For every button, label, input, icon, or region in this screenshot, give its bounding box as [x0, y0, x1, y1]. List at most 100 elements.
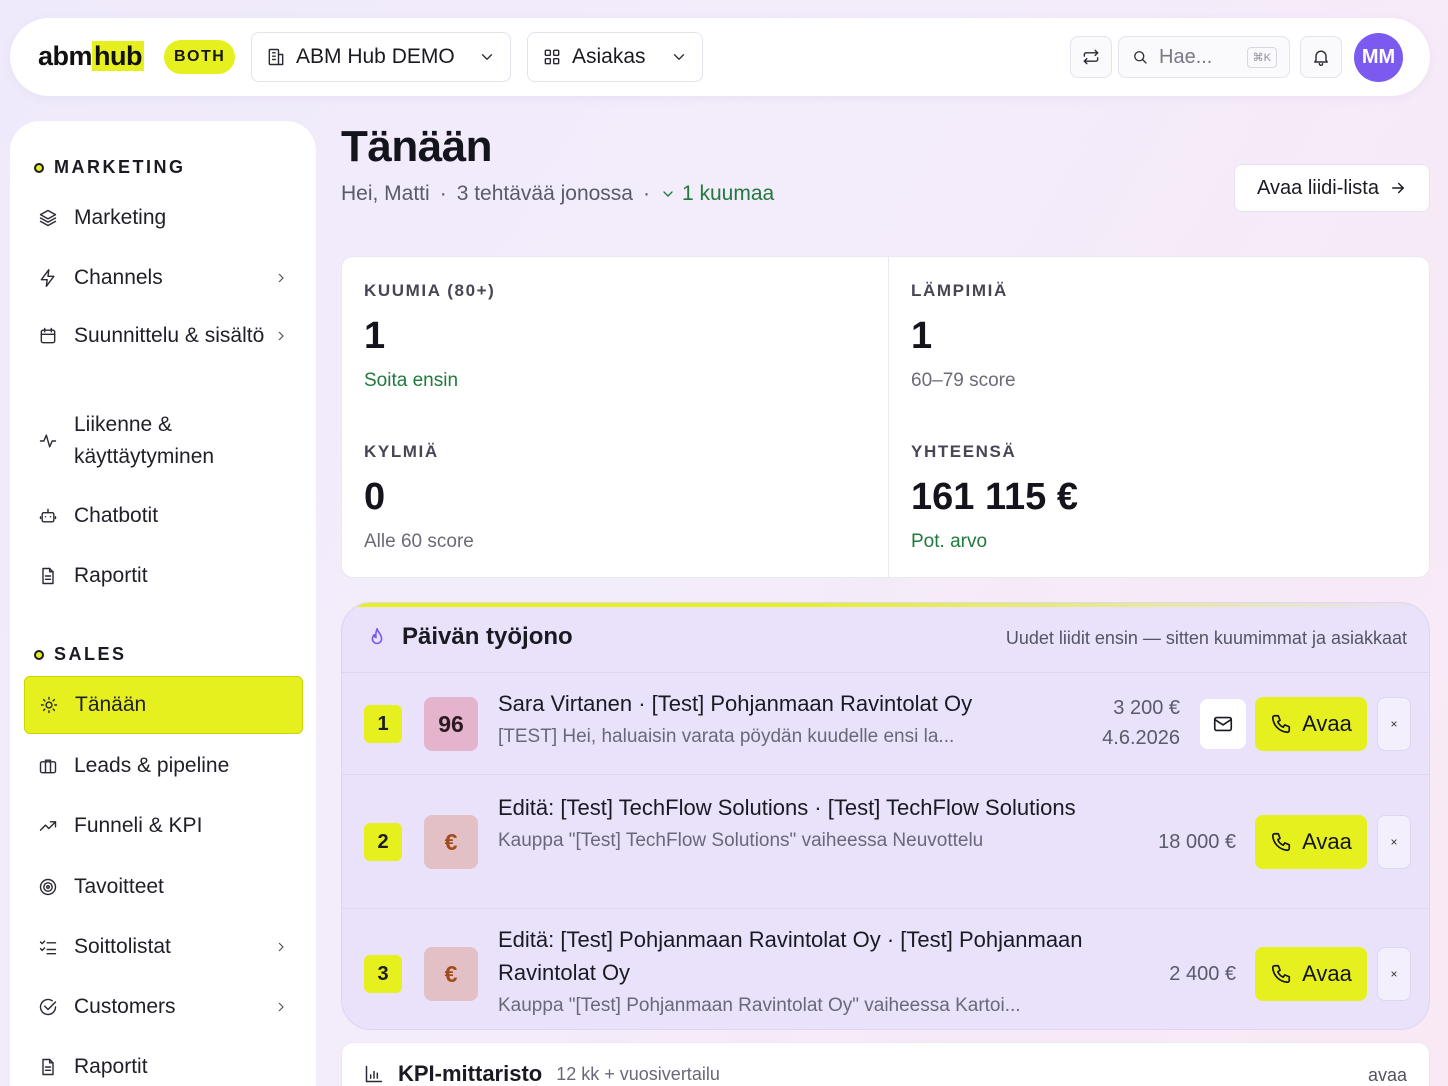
queue-hint: Uudet liidit ensin — sitten kuumimmat ja… — [1005, 628, 1407, 648]
sidebar-item-label: Channels — [74, 266, 163, 289]
sidebar-item-marketing[interactable]: Marketing — [24, 202, 303, 234]
queue-row-amount: 3 200 € 4.6.2026 — [1062, 693, 1180, 753]
kpi-title: KPI-mittaristo 12 kk + vuosivertailu — [364, 1061, 720, 1086]
bar-chart-icon — [365, 1065, 383, 1083]
queue-row[interactable]: 2 € Editä: [Test] TechFlow Solutions · [… — [342, 775, 1429, 909]
open-button[interactable]: Avaa — [1255, 697, 1367, 751]
sidebar-item-chatbotit[interactable]: Chatbotit — [24, 500, 303, 532]
chevron-right-icon — [278, 331, 284, 341]
sidebar-item-label: Tavoitteet — [74, 875, 164, 898]
company-name: ABM Hub DEMO — [296, 45, 455, 68]
queue-row[interactable]: 1 96 Sara Virtanen · [Test] Pohjanmaan R… — [342, 673, 1429, 775]
stat-cold: KYLMIÄ 0 Alle 60 score — [364, 442, 474, 553]
check-circle-icon — [39, 998, 57, 1016]
queue-row[interactable]: 3 € Editä: [Test] Pohjanmaan Ravintolat … — [342, 909, 1429, 1029]
company-selector[interactable]: ABM Hub DEMO — [251, 32, 511, 82]
sidebar-item-label: Leads & pipeline — [74, 754, 230, 777]
sidebar-item-liikenne[interactable]: Liikenne & käyttäytyminen — [24, 409, 303, 473]
activity-icon — [39, 434, 57, 448]
stats-card: KUUMIA (80+) 1 Soita ensin LÄMPIMIÄ 1 60… — [341, 256, 1430, 578]
section-dot — [34, 649, 44, 660]
stat-note: Soita ensin — [364, 370, 459, 391]
target-icon — [39, 878, 57, 896]
bot-icon — [39, 508, 57, 523]
zap-icon — [40, 268, 55, 288]
file-icon — [42, 567, 54, 585]
sidebar-item-channels[interactable]: Channels — [24, 262, 303, 294]
layers-icon — [39, 209, 57, 227]
swap-button[interactable] — [1070, 36, 1112, 78]
queue-row-amount: 18 000 € — [1158, 831, 1236, 853]
stats-divider — [888, 257, 889, 577]
task-count: 3 tehtävää jonossa — [456, 182, 633, 205]
chevron-right-icon — [278, 1002, 284, 1012]
section-dot — [34, 162, 44, 173]
open-button[interactable]: Avaa — [1255, 947, 1367, 1001]
calendar-icon — [40, 327, 56, 344]
chevron-down-icon — [481, 54, 493, 60]
queue-row-date: 4.6.2026 — [1102, 727, 1180, 749]
arrow-right-icon — [1391, 182, 1404, 194]
deal-score: € — [424, 947, 478, 1001]
phone-icon — [1272, 832, 1291, 852]
queue-title: Päivän työjono — [366, 623, 573, 651]
bell-icon — [1314, 50, 1328, 66]
search-placeholder: Hae... — [1159, 45, 1213, 68]
separator-dot: · — [439, 182, 447, 205]
stat-label: LÄMPIMIÄ — [911, 281, 1008, 300]
page-title: Tänään — [341, 122, 493, 171]
separator-dot: · — [642, 182, 650, 205]
search-input[interactable]: Hae... ⌘K — [1118, 36, 1290, 78]
mode-badge: BOTH — [164, 40, 236, 74]
file-icon — [42, 1058, 54, 1076]
sidebar-item-leads[interactable]: Leads & pipeline — [24, 750, 303, 782]
grid-icon — [544, 49, 560, 65]
sidebar-item-label: Tänään — [75, 693, 147, 716]
sidebar-item-funneli[interactable]: Funneli & KPI — [24, 810, 303, 842]
kpi-dashboard-card[interactable]: KPI-mittaristo 12 kk + vuosivertailu ava… — [341, 1042, 1430, 1086]
open-leads-label: Avaa liidi-lista — [1257, 176, 1379, 199]
open-button[interactable]: Avaa — [1255, 815, 1367, 869]
kpi-open-link[interactable]: avaa — [1367, 1065, 1407, 1085]
dismiss-button[interactable]: × — [1377, 697, 1411, 751]
queue-row-text: Sara Virtanen · [Test] Pohjanmaan Ravint… — [498, 687, 1088, 750]
search-icon — [1134, 51, 1147, 64]
queue-row-subtitle: Kauppa "[Test] TechFlow Solutions" vaihe… — [498, 830, 984, 851]
chevron-down-icon — [663, 191, 673, 197]
sidebar-item-label: Liikenne & käyttäytyminen — [74, 413, 215, 468]
stat-hot: KUUMIA (80+) 1 Soita ensin — [364, 281, 495, 392]
open-leads-button[interactable]: Avaa liidi-lista — [1234, 164, 1430, 212]
sidebar-item-label: Marketing — [74, 206, 167, 229]
greeting: Hei, Matti — [341, 182, 430, 205]
stat-label: KUUMIA (80+) — [364, 281, 496, 300]
dismiss-button[interactable]: × — [1377, 815, 1411, 869]
list-check-icon — [39, 940, 57, 955]
sidebar-item-raportit-marketing[interactable]: Raportit — [24, 560, 303, 592]
role-selector[interactable]: Asiakas — [527, 32, 703, 82]
sidebar-item-customers[interactable]: Customers — [24, 991, 303, 1023]
logo[interactable]: abmhub — [38, 41, 145, 71]
sidebar-item-label: Suunnittelu & sisältö — [74, 324, 265, 347]
flame-icon — [371, 627, 383, 645]
queue-accent-line — [342, 603, 1429, 607]
sidebar-item-soittolistat[interactable]: Soittolistat — [24, 931, 303, 963]
email-button[interactable] — [1200, 699, 1246, 749]
notifications-button[interactable] — [1300, 36, 1342, 78]
sidebar-item-suunnittelu[interactable]: Suunnittelu & sisältö — [24, 320, 303, 352]
sidebar-item-label: Funneli & KPI — [74, 814, 203, 837]
sidebar-item-tanaan[interactable]: Tänään — [24, 676, 303, 734]
dismiss-button[interactable]: × — [1377, 947, 1411, 1001]
sidebar-item-tavoitteet[interactable]: Tavoitteet — [24, 871, 303, 903]
stat-warm: LÄMPIMIÄ 1 60–79 score — [911, 281, 1016, 392]
sidebar-item-raportit-sales[interactable]: Raportit — [24, 1051, 303, 1083]
stat-note: Pot. arvo — [911, 531, 988, 552]
deal-score: € — [424, 815, 478, 869]
stat-value: 0 — [364, 476, 386, 518]
avatar[interactable]: MM — [1354, 33, 1403, 82]
queue-row-text: Editä: [Test] TechFlow Solutions · [Test… — [498, 791, 1088, 854]
stat-label: YHTEENSÄ — [911, 442, 1017, 461]
page-subtitle: Hei, Matti · 3 tehtävää jonossa · 1 kuum… — [341, 182, 774, 206]
section-title-sales: SALES — [34, 644, 127, 665]
sidebar-item-label: Soittolistat — [74, 935, 171, 958]
queue-row-subtitle: Kauppa "[Test] Pohjanmaan Ravintolat Oy"… — [498, 995, 1021, 1016]
